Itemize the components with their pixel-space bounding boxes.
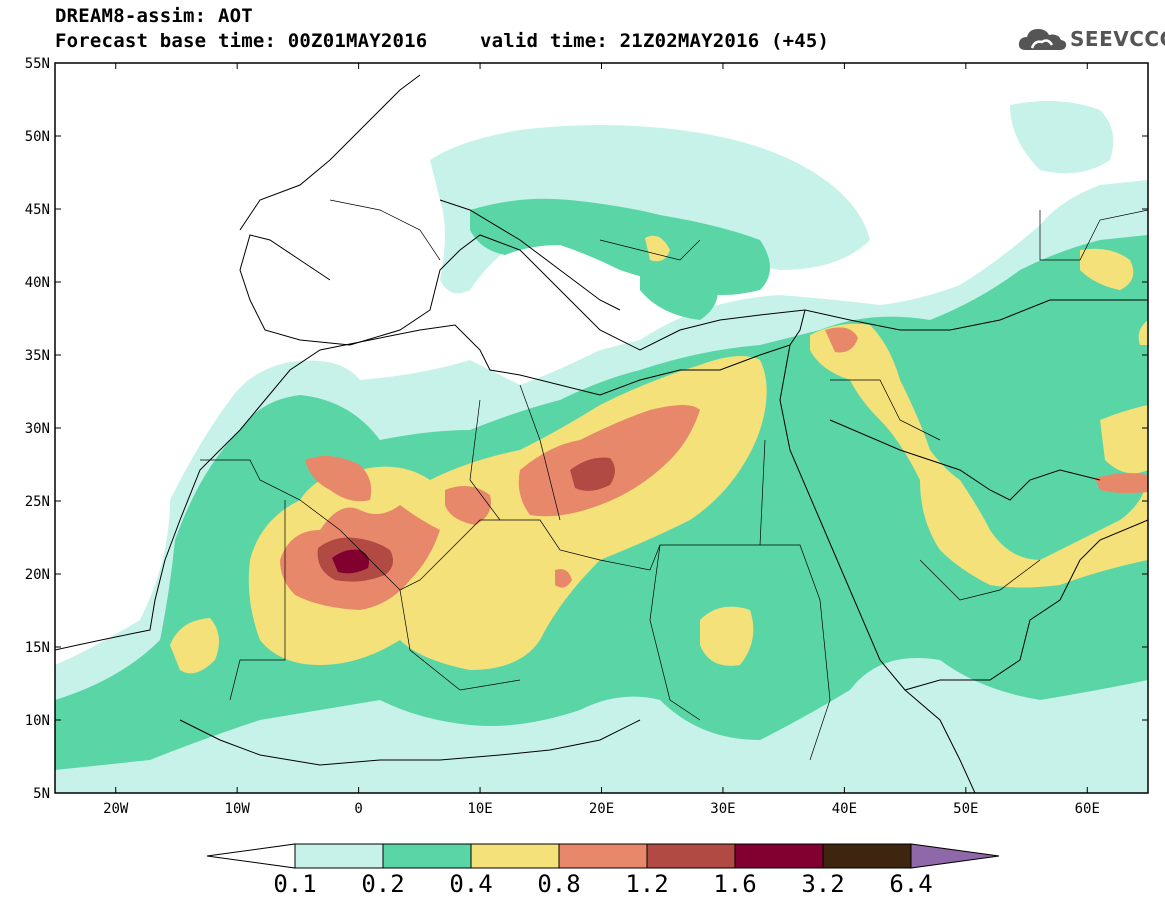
colorbar-swatch [646, 843, 736, 869]
longitude-axis: 20W 10W 0 10E 20E 30E 40E 50E 60E [103, 63, 1100, 817]
colorbar-low-arrow [206, 843, 296, 869]
lon-tick-label: 30E [710, 801, 735, 817]
colorbar-label: 0.4 [449, 870, 492, 898]
cloud-logo-icon [1018, 29, 1067, 50]
lat-tick-label: 15N [25, 640, 50, 656]
forecast-times: Forecast base time: 00Z01MAY2016 valid ti… [55, 30, 829, 52]
aot-field [55, 101, 1148, 793]
lat-tick-label: 45N [25, 202, 50, 218]
lon-tick-label: 10E [467, 801, 492, 817]
lon-tick-label: 40E [832, 801, 857, 817]
colorbar-label: 6.4 [889, 870, 932, 898]
colorbar: 0.1 0.2 0.4 0.8 1.2 1.6 3.2 6.4 [206, 843, 1000, 898]
colorbar-label: 0.2 [361, 870, 404, 898]
latitude-axis: 55N 50N 45N 40N 35N 30N 25N 20N 15N 10N 5N [25, 56, 1148, 802]
lat-tick-label: 40N [25, 275, 50, 291]
map-title: DREAM8-assim: AOT [55, 5, 253, 27]
lon-tick-label: 50E [953, 801, 978, 817]
colorbar-swatch [470, 843, 560, 869]
lat-tick-label: 50N [25, 129, 50, 145]
base-time: Forecast base time: 00Z01MAY2016 [55, 30, 428, 52]
colorbar-swatch [822, 843, 912, 869]
lat-tick-label: 55N [25, 56, 50, 72]
country-borders [200, 199, 1148, 761]
lon-tick-label: 60E [1075, 801, 1100, 817]
coastlines [55, 74, 1148, 793]
lat-tick-label: 5N [33, 786, 50, 802]
lon-tick-label: 0 [354, 801, 362, 817]
colorbar-swatch [294, 843, 384, 869]
lat-tick-label: 35N [25, 348, 50, 364]
lat-tick-label: 30N [25, 421, 50, 437]
colorbar-label: 3.2 [801, 870, 844, 898]
colorbar-swatch [382, 843, 472, 869]
colorbar-label: 0.8 [537, 870, 580, 898]
colorbar-swatch [558, 843, 648, 869]
lat-tick-label: 25N [25, 494, 50, 510]
logo-text: SEEVCCC [1070, 27, 1165, 51]
seevccc-logo: SEEVCCC [1018, 24, 1165, 56]
colorbar-high-arrow [910, 843, 1000, 869]
colorbar-label: 1.6 [713, 870, 756, 898]
colorbar-swatch [734, 843, 824, 869]
colorbar-label: 1.2 [625, 870, 668, 898]
lon-tick-label: 10W [225, 801, 251, 817]
colorbar-label: 0.1 [273, 870, 316, 898]
aot-band-1-6 [332, 549, 369, 574]
lon-tick-label: 20W [103, 801, 129, 817]
lat-tick-label: 20N [25, 567, 50, 583]
valid-time: valid time: 21Z02MAY2016 (+45) [480, 30, 830, 52]
lon-tick-label: 20E [589, 801, 614, 817]
lat-tick-label: 10N [25, 713, 50, 729]
